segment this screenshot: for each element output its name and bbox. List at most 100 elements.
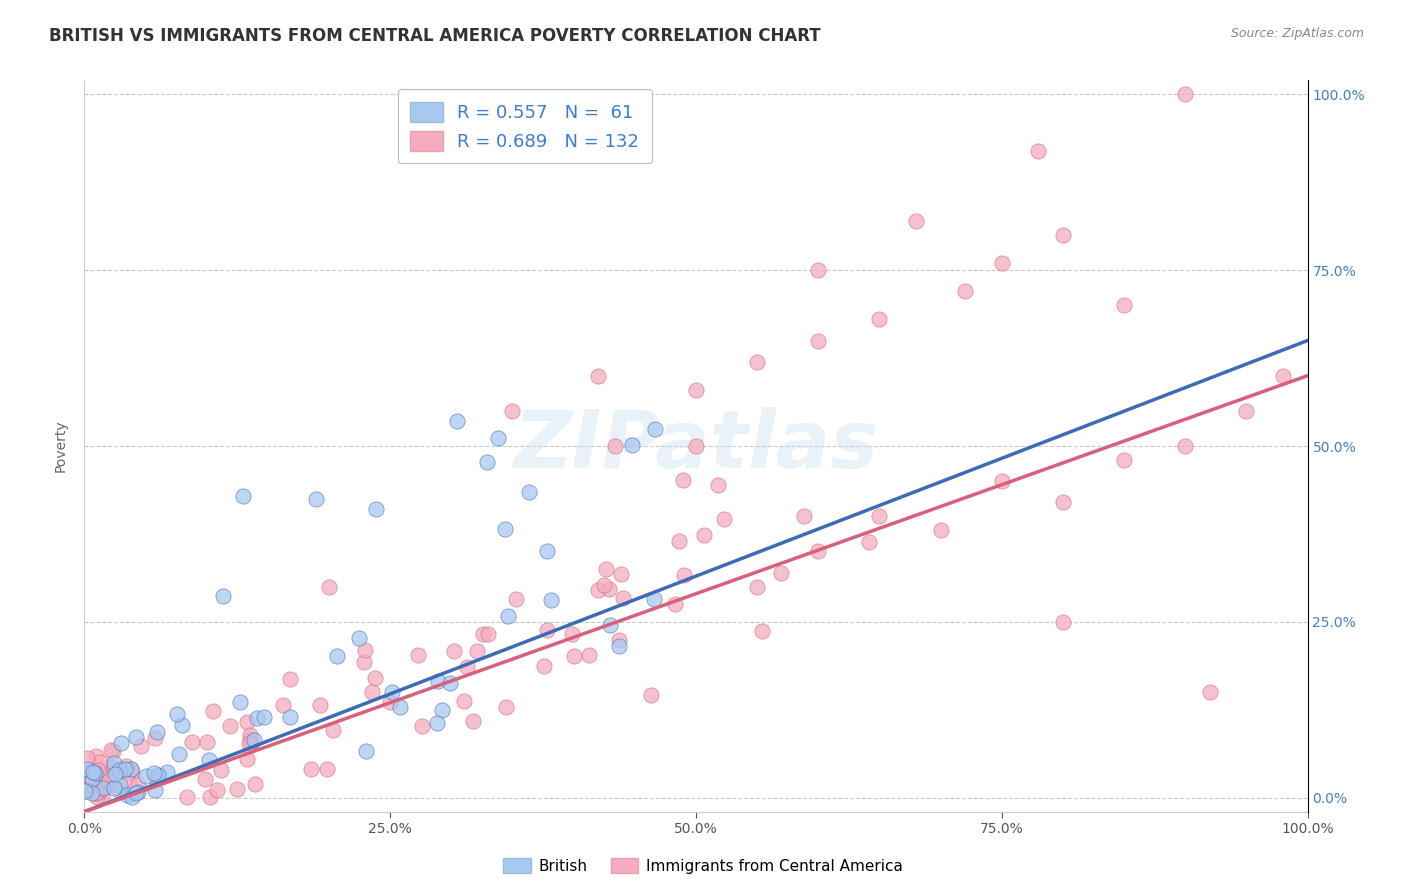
Point — [195, 735, 218, 749]
Point — [305, 492, 328, 507]
Point — [73, 780, 96, 795]
Point — [411, 718, 433, 732]
Point — [496, 609, 519, 624]
Point — [145, 771, 167, 785]
Point — [953, 285, 976, 299]
Point — [588, 583, 610, 598]
Point — [166, 706, 188, 721]
Point — [426, 674, 449, 689]
Point — [278, 710, 301, 724]
Point — [120, 762, 142, 776]
Point — [388, 700, 411, 714]
Point — [225, 782, 247, 797]
Point — [112, 762, 135, 776]
Point — [121, 790, 143, 805]
Point — [1198, 685, 1220, 699]
Point — [197, 753, 219, 767]
Point — [536, 543, 558, 558]
Point — [603, 439, 626, 453]
Point — [127, 785, 149, 799]
Point — [146, 725, 169, 739]
Point — [578, 648, 600, 663]
Point — [751, 624, 773, 638]
Point — [205, 783, 228, 797]
Point — [75, 783, 97, 797]
Point — [463, 714, 485, 728]
Point — [792, 509, 814, 524]
Point — [115, 758, 138, 772]
Point — [315, 762, 337, 776]
Point — [89, 784, 111, 798]
Point — [536, 624, 558, 638]
Point — [299, 763, 322, 777]
Point — [229, 696, 252, 710]
Point — [353, 655, 375, 669]
Point — [120, 787, 142, 801]
Point — [89, 756, 111, 770]
Point — [103, 756, 125, 770]
Point — [406, 648, 429, 663]
Point — [202, 705, 225, 719]
Point — [246, 711, 269, 725]
Point — [135, 769, 157, 783]
Point — [439, 676, 461, 690]
Point — [239, 732, 262, 747]
Point — [110, 736, 132, 750]
Point — [769, 566, 792, 580]
Point — [807, 334, 830, 348]
Point — [1236, 404, 1258, 418]
Point — [125, 786, 148, 800]
Point — [1114, 453, 1136, 467]
Point — [83, 765, 105, 780]
Point — [1174, 87, 1197, 102]
Point — [209, 763, 232, 777]
Point — [356, 744, 378, 758]
Point — [707, 478, 730, 492]
Point — [643, 592, 665, 607]
Point — [309, 698, 332, 712]
Point — [87, 781, 110, 796]
Point — [929, 524, 952, 538]
Point — [107, 782, 129, 797]
Point — [858, 534, 880, 549]
Point — [905, 214, 928, 228]
Y-axis label: Poverty: Poverty — [53, 420, 67, 472]
Point — [75, 783, 97, 797]
Point — [486, 431, 509, 445]
Point — [198, 789, 221, 804]
Point — [668, 533, 690, 548]
Point — [118, 776, 141, 790]
Point — [443, 644, 465, 658]
Point — [239, 736, 262, 750]
Point — [465, 644, 488, 658]
Point — [80, 772, 103, 786]
Point — [991, 474, 1014, 488]
Point — [505, 592, 527, 607]
Point — [364, 501, 387, 516]
Point — [607, 632, 630, 647]
Point — [364, 671, 387, 685]
Point — [475, 455, 498, 469]
Point — [194, 772, 217, 786]
Point — [713, 512, 735, 526]
Legend: British, Immigrants from Central America: British, Immigrants from Central America — [498, 852, 908, 880]
Point — [120, 762, 142, 776]
Point — [86, 789, 108, 804]
Point — [586, 368, 609, 383]
Point — [593, 578, 616, 592]
Point — [243, 777, 266, 791]
Text: BRITISH VS IMMIGRANTS FROM CENTRAL AMERICA POVERTY CORRELATION CHART: BRITISH VS IMMIGRANTS FROM CENTRAL AMERI… — [49, 27, 821, 45]
Point — [322, 723, 344, 737]
Point — [1114, 298, 1136, 312]
Point — [598, 582, 620, 596]
Point — [76, 751, 98, 765]
Point — [219, 719, 242, 733]
Point — [747, 580, 769, 594]
Point — [79, 764, 101, 778]
Legend: R = 0.557   N =  61, R = 0.689   N = 132: R = 0.557 N = 61, R = 0.689 N = 132 — [398, 89, 652, 163]
Point — [430, 703, 453, 717]
Point — [180, 734, 202, 748]
Point — [502, 404, 524, 418]
Point — [562, 648, 585, 663]
Point — [672, 567, 695, 582]
